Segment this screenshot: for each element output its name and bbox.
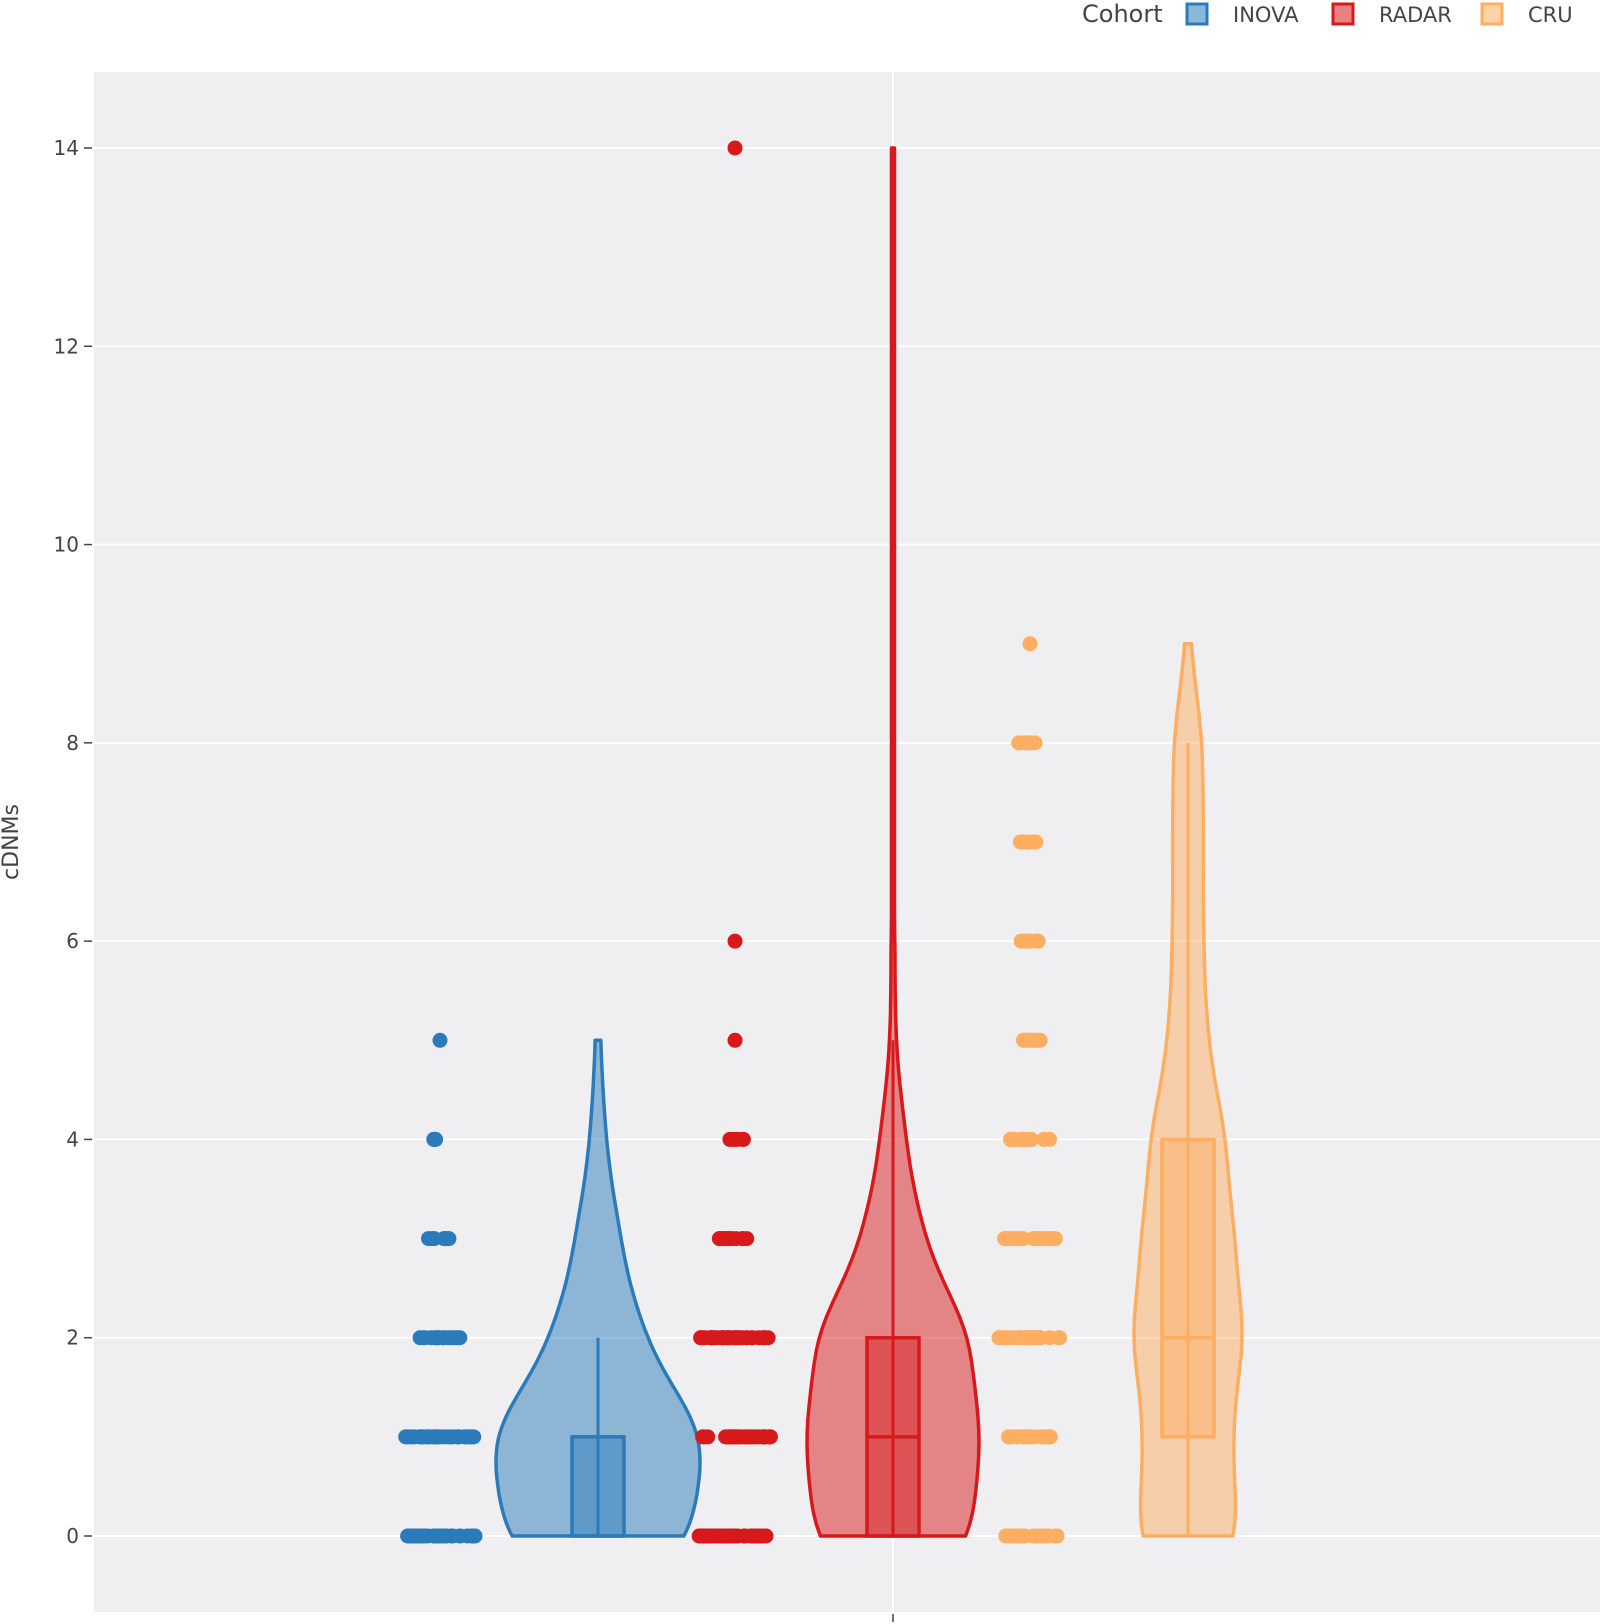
- data-point: [1025, 1032, 1041, 1048]
- data-point: [735, 1231, 751, 1247]
- y-axis-title: cDNMs: [0, 804, 24, 880]
- data-point: [1026, 1528, 1042, 1544]
- data-point: [1020, 834, 1036, 850]
- data-point: [452, 1528, 468, 1544]
- data-point: [448, 1330, 464, 1346]
- data-point: [713, 1528, 729, 1544]
- y-tick-label: 0: [66, 1524, 79, 1548]
- legend-entries: INOVA RADAR CRU: [1185, 2, 1573, 27]
- data-point: [1012, 1528, 1028, 1544]
- data-point: [693, 1528, 709, 1544]
- data-point: [420, 1528, 436, 1544]
- data-point: [1001, 1429, 1017, 1445]
- data-point: [1000, 1528, 1016, 1544]
- data-point: [1016, 933, 1032, 949]
- data-point: [1021, 735, 1037, 751]
- data-point: [398, 1429, 414, 1445]
- data-point: [1041, 1429, 1056, 1445]
- y-tick-label: 8: [66, 731, 79, 755]
- data-point: [735, 1131, 751, 1147]
- data-point: [1033, 1330, 1049, 1346]
- violin-radar: [805, 146, 981, 1538]
- violin-shape: [805, 146, 981, 1538]
- legend-swatch: [1185, 2, 1209, 26]
- y-tick-label: 12: [54, 334, 79, 358]
- data-point: [1018, 1330, 1034, 1346]
- data-point: [754, 1528, 770, 1544]
- data-point: [738, 1429, 754, 1445]
- data-point: [432, 1032, 448, 1048]
- data-point: [725, 1131, 741, 1147]
- data-point: [407, 1528, 423, 1544]
- data-point: [412, 1429, 427, 1445]
- legend-label: CRU: [1528, 3, 1573, 27]
- y-tick-label: 14: [54, 136, 79, 160]
- data-point: [1033, 1231, 1049, 1247]
- violin-cru: [1132, 641, 1244, 1538]
- data-point: [1051, 1330, 1067, 1346]
- box-iqr: [1160, 1137, 1216, 1439]
- data-point: [718, 1231, 734, 1247]
- data-point: [426, 1131, 442, 1147]
- data-point: [756, 1330, 772, 1346]
- legend-swatch: [1480, 2, 1504, 26]
- points-cru: [991, 636, 1068, 1544]
- legend-label: INOVA: [1233, 3, 1299, 27]
- y-tick-label: 2: [66, 1326, 79, 1350]
- data-point: [1028, 933, 1044, 949]
- violin-shape: [494, 1038, 702, 1538]
- data-point: [1022, 636, 1038, 652]
- data-point: [436, 1429, 452, 1445]
- data-point: [431, 1330, 447, 1346]
- y-axis: 0 2 4 6 8 10 12 14: [54, 136, 894, 1622]
- data-point: [1020, 1131, 1036, 1147]
- legend-label: RADAR: [1379, 3, 1452, 27]
- points-inova: [398, 1032, 483, 1544]
- data-point: [695, 1330, 711, 1346]
- violin-inova: [494, 1038, 702, 1538]
- data-point: [997, 1330, 1012, 1346]
- data-point: [1049, 1528, 1065, 1544]
- data-point: [744, 1330, 760, 1346]
- data-point: [737, 1528, 753, 1544]
- box-iqr: [570, 1435, 626, 1538]
- data-point: [731, 1330, 747, 1346]
- data-point: [695, 1429, 711, 1445]
- data-point: [727, 933, 743, 949]
- y-tick-label: 4: [66, 1127, 79, 1151]
- legend-swatch: [1331, 2, 1355, 26]
- y-tick-label: 10: [54, 533, 79, 557]
- data-point: [1045, 1231, 1061, 1247]
- legend-entry-cru[interactable]: CRU: [1480, 2, 1573, 27]
- legend-title: Cohort: [1082, 0, 1163, 28]
- data-point: [762, 1429, 778, 1445]
- data-point: [440, 1231, 456, 1247]
- data-point: [1036, 1131, 1052, 1147]
- data-point: [725, 1429, 741, 1445]
- data-points: [398, 140, 1068, 1544]
- legend-entry-inova[interactable]: INOVA: [1185, 2, 1299, 27]
- points-radar: [691, 140, 778, 1544]
- legend-entry-radar[interactable]: RADAR: [1331, 2, 1452, 27]
- legend: Cohort INOVA RADAR CRU: [1082, 0, 1573, 28]
- data-point: [467, 1528, 483, 1544]
- data-point: [1003, 1231, 1019, 1247]
- data-point: [426, 1231, 441, 1247]
- data-point: [727, 140, 743, 156]
- data-point: [727, 1032, 743, 1048]
- data-point: [417, 1330, 433, 1346]
- y-tick-label: 6: [66, 929, 79, 953]
- violins: [494, 146, 1244, 1538]
- data-point: [435, 1528, 451, 1544]
